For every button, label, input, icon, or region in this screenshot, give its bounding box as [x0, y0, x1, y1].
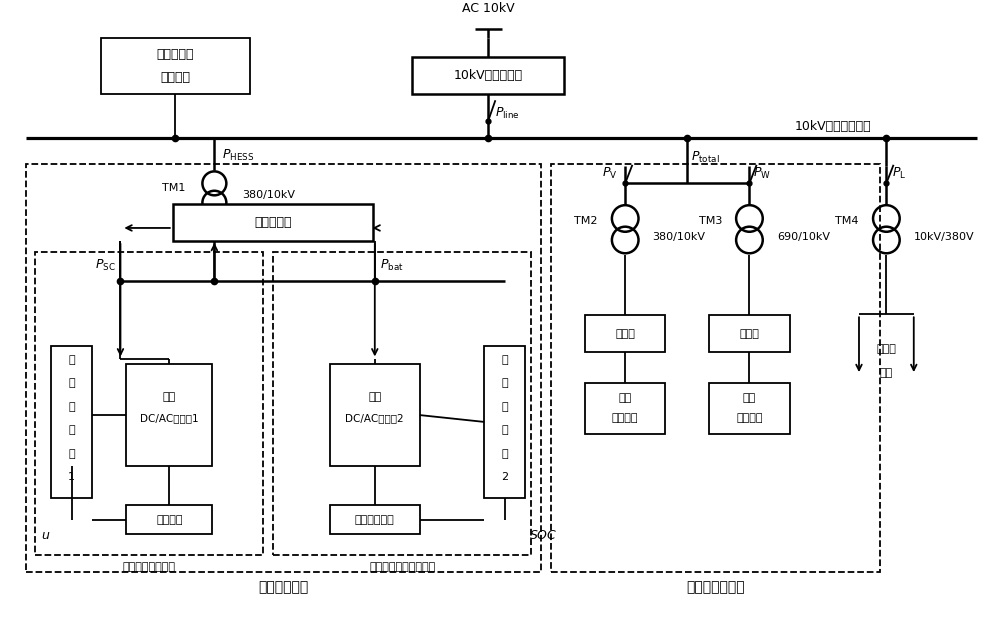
Text: 10kV/380V: 10kV/380V — [914, 232, 974, 242]
Text: 双向: 双向 — [368, 392, 381, 402]
Text: 多元储能系统: 多元储能系统 — [258, 580, 308, 594]
Text: 超级电容: 超级电容 — [156, 515, 183, 524]
Text: 发电系统: 发电系统 — [736, 413, 763, 423]
Text: $P_{\rm HESS}$: $P_{\rm HESS}$ — [222, 148, 254, 164]
Text: DC/AC变流器1: DC/AC变流器1 — [140, 413, 199, 423]
Text: 储: 储 — [502, 355, 508, 365]
Bar — [101, 38, 250, 94]
Text: 流: 流 — [68, 425, 75, 435]
Text: $P_{\rm line}$: $P_{\rm line}$ — [495, 106, 520, 122]
Text: 储: 储 — [68, 355, 75, 365]
Bar — [26, 164, 541, 571]
Text: $P_{\rm SC}$: $P_{\rm SC}$ — [95, 258, 116, 273]
Text: $u$: $u$ — [41, 529, 51, 542]
Text: 光伏: 光伏 — [619, 394, 632, 404]
Bar — [35, 252, 263, 555]
Text: 磷酸铁锂电池储能模块: 磷酸铁锂电池储能模块 — [369, 561, 435, 572]
Text: 变: 变 — [502, 402, 508, 412]
Text: $P_{\rm total}$: $P_{\rm total}$ — [691, 150, 720, 165]
Bar — [126, 505, 212, 534]
Text: 微电网能量: 微电网能量 — [156, 48, 194, 60]
Text: 1: 1 — [68, 472, 75, 482]
Text: 发电系统: 发电系统 — [612, 413, 638, 423]
Text: 管理系统: 管理系统 — [160, 71, 190, 84]
Text: $P_{\rm V}$: $P_{\rm V}$ — [602, 166, 617, 181]
Bar — [551, 164, 880, 571]
Text: 分布式发电单元: 分布式发电单元 — [686, 580, 745, 594]
Text: 流: 流 — [502, 425, 508, 435]
Text: TM1: TM1 — [162, 183, 185, 193]
Text: 690/10kV: 690/10kV — [777, 232, 830, 242]
Bar — [484, 346, 525, 498]
Text: DC/AC变流器2: DC/AC变流器2 — [345, 413, 404, 423]
Text: 双向: 双向 — [163, 392, 176, 402]
Bar — [330, 505, 420, 534]
Text: 磷酸铁锂电池: 磷酸铁锂电池 — [355, 515, 395, 524]
Text: TM2: TM2 — [574, 217, 598, 226]
Text: 10kV公共交流母线: 10kV公共交流母线 — [794, 120, 871, 133]
Text: 负载: 负载 — [880, 368, 893, 378]
Text: $P_{\rm L}$: $P_{\rm L}$ — [892, 166, 907, 181]
Text: TM3: TM3 — [699, 217, 722, 226]
Bar — [126, 364, 212, 466]
Text: 能: 能 — [502, 378, 508, 388]
Text: $SOC$: $SOC$ — [529, 529, 558, 542]
Text: 风力: 风力 — [743, 394, 756, 404]
Text: 能: 能 — [68, 378, 75, 388]
Text: 变: 变 — [68, 402, 75, 412]
Text: 380/10kV: 380/10kV — [242, 190, 295, 200]
Text: $P_{\rm bat}$: $P_{\rm bat}$ — [380, 258, 403, 273]
Bar — [273, 252, 531, 555]
Bar — [585, 315, 665, 352]
Text: TM4: TM4 — [835, 217, 859, 226]
Text: $P_{\rm W}$: $P_{\rm W}$ — [753, 166, 771, 181]
Bar — [709, 383, 790, 434]
Bar — [173, 204, 373, 241]
Bar — [330, 364, 420, 466]
Text: 10kV并网开关柜: 10kV并网开关柜 — [454, 69, 523, 82]
Text: 器: 器 — [502, 449, 508, 458]
Bar — [585, 383, 665, 434]
Text: 微电网: 微电网 — [876, 344, 896, 354]
Text: 变流器: 变流器 — [739, 329, 759, 339]
Text: 储能管理站: 储能管理站 — [254, 216, 292, 229]
Text: AC 10kV: AC 10kV — [462, 2, 515, 15]
Text: 超级电容储能模块: 超级电容储能模块 — [123, 561, 176, 572]
Bar — [51, 346, 92, 498]
Bar — [709, 315, 790, 352]
Text: 逆变器: 逆变器 — [615, 329, 635, 339]
Text: 2: 2 — [501, 472, 508, 482]
Text: 380/10kV: 380/10kV — [653, 232, 706, 242]
Bar — [412, 57, 564, 94]
Text: 器: 器 — [68, 449, 75, 458]
